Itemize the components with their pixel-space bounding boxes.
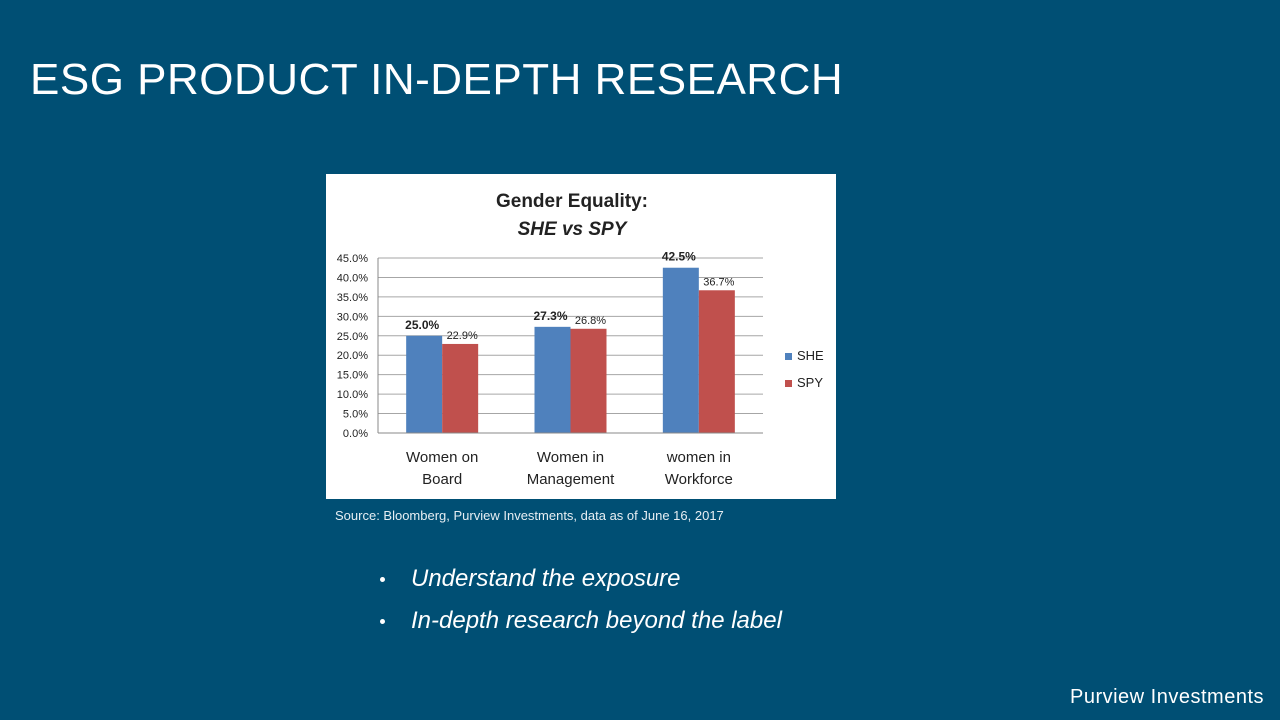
bullet-text: Understand the exposure <box>411 565 681 592</box>
data-label: 22.9% <box>447 330 478 342</box>
x-category-label: Management <box>527 471 615 488</box>
x-category-label: women in <box>666 449 731 466</box>
legend-swatch-spy <box>785 380 792 387</box>
y-tick-label: 10.0% <box>337 389 368 401</box>
legend-label: SPY <box>797 375 823 390</box>
axes: 0.0% 5.0% 10.0% 15.0% 20.0% 25.0% 30.0% 35.0% 40… <box>337 253 763 488</box>
slide-title: ESG PRODUCT IN-DEPTH RESEARCH <box>30 55 844 104</box>
chart-container: Gender Equality: SHE vs SPY 25.0% 22.9% 27… <box>326 174 836 499</box>
data-label: 25.0% <box>405 318 439 332</box>
bullet-list: Understand the exposure In-depth researc… <box>380 558 782 642</box>
bar-spy <box>442 343 479 433</box>
source-note: Source: Bloomberg, Purview Investments, … <box>335 508 724 523</box>
data-label: 27.3% <box>533 309 567 323</box>
bullet-dot-icon <box>380 618 385 624</box>
x-category-label: Board <box>422 471 462 488</box>
y-tick-label: 15.0% <box>337 370 368 382</box>
x-category-label: Women on <box>406 449 478 466</box>
y-tick-label: 40.0% <box>337 272 368 284</box>
legend-swatch-she <box>785 353 792 360</box>
x-category-label: Women in <box>537 449 604 466</box>
bar-chart: Gender Equality: SHE vs SPY 25.0% 22.9% 27… <box>337 191 824 488</box>
legend-label: SHE <box>797 348 824 363</box>
bar-she <box>406 335 443 433</box>
y-tick-label: 0.0% <box>343 428 368 440</box>
bullet-item: Understand the exposure <box>380 558 782 600</box>
y-tick-label: 35.0% <box>337 292 368 304</box>
legend: SHE SPY <box>785 348 824 390</box>
chart-subtitle: SHE vs SPY <box>518 219 629 240</box>
x-category-label: Workforce <box>665 471 733 488</box>
bullet-dot-icon <box>380 576 385 582</box>
y-tick-label: 45.0% <box>337 253 368 265</box>
bullet-text: In-depth research beyond the label <box>411 607 782 634</box>
bullet-item: In-depth research beyond the label <box>380 600 782 642</box>
data-labels: 25.0% 22.9% 27.3% 26.8% 42.5% 36.7% <box>405 250 734 342</box>
y-tick-label: 30.0% <box>337 311 368 323</box>
bar-spy <box>570 328 607 433</box>
data-label: 42.5% <box>662 250 696 264</box>
chart-title: Gender Equality: <box>496 191 648 212</box>
data-label: 26.8% <box>575 315 606 327</box>
y-tick-label: 20.0% <box>337 350 368 362</box>
bars <box>406 267 735 433</box>
y-tick-label: 25.0% <box>337 331 368 343</box>
bar-spy <box>698 290 735 433</box>
data-label: 36.7% <box>703 276 734 288</box>
footer-brand: Purview Investments <box>1069 686 1264 708</box>
y-tick-label: 5.0% <box>343 409 368 421</box>
bar-she <box>662 267 699 433</box>
bar-she <box>534 326 571 433</box>
